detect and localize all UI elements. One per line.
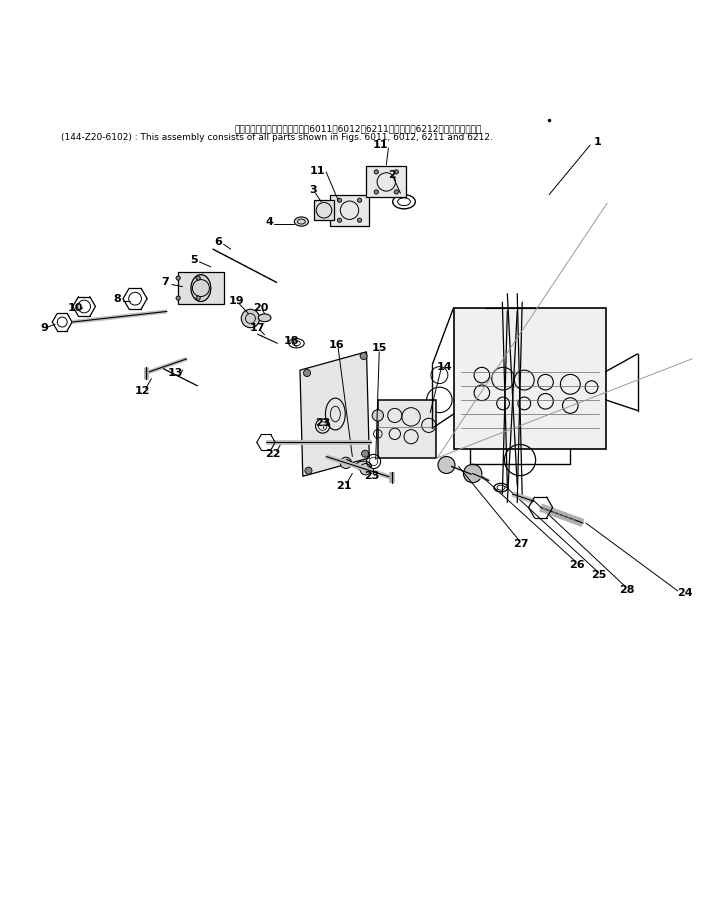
Text: 8: 8 <box>114 294 121 304</box>
Text: 25: 25 <box>591 571 606 581</box>
Text: 1: 1 <box>594 137 601 147</box>
Circle shape <box>304 370 311 376</box>
Text: 22: 22 <box>266 449 281 459</box>
Text: 7: 7 <box>162 278 170 288</box>
Text: 13: 13 <box>168 368 183 378</box>
Text: 12: 12 <box>135 386 150 396</box>
Text: 28: 28 <box>619 584 634 594</box>
Text: 15: 15 <box>372 343 387 353</box>
Circle shape <box>196 296 200 300</box>
Circle shape <box>357 198 362 203</box>
Text: 4: 4 <box>266 216 274 226</box>
Text: 23: 23 <box>315 418 330 428</box>
Ellipse shape <box>294 217 309 226</box>
Text: 9: 9 <box>41 322 49 332</box>
Circle shape <box>395 190 398 194</box>
Text: 20: 20 <box>253 303 268 313</box>
Text: 10: 10 <box>67 303 82 313</box>
Text: 18: 18 <box>284 336 299 346</box>
Circle shape <box>176 296 180 300</box>
Bar <box>314 200 334 220</box>
Text: 11: 11 <box>309 165 324 175</box>
Ellipse shape <box>191 275 211 301</box>
Text: 27: 27 <box>513 539 528 549</box>
FancyBboxPatch shape <box>178 272 223 304</box>
Text: 23: 23 <box>364 471 380 481</box>
Text: 5: 5 <box>190 255 198 265</box>
Text: 26: 26 <box>569 560 585 570</box>
Circle shape <box>340 457 352 468</box>
Polygon shape <box>300 352 369 477</box>
Text: 6: 6 <box>214 237 222 247</box>
Text: (144-Z20-6102) : This assembly consists of all parts shown in Figs. 6011, 6012, : (144-Z20-6102) : This assembly consists … <box>61 133 493 142</box>
Circle shape <box>176 276 180 280</box>
Text: 19: 19 <box>228 296 244 306</box>
Text: 16: 16 <box>329 341 344 351</box>
Text: 3: 3 <box>309 185 316 195</box>
FancyBboxPatch shape <box>378 400 436 458</box>
Circle shape <box>360 464 372 475</box>
Ellipse shape <box>356 461 372 470</box>
Circle shape <box>362 450 369 457</box>
Ellipse shape <box>258 314 271 321</box>
Circle shape <box>357 218 362 223</box>
Circle shape <box>372 410 384 421</box>
Circle shape <box>337 218 342 223</box>
Text: 21: 21 <box>336 481 352 491</box>
Circle shape <box>463 465 482 483</box>
Text: 2: 2 <box>388 170 396 180</box>
FancyBboxPatch shape <box>329 194 369 226</box>
Circle shape <box>241 310 260 328</box>
Text: このアセンブリの構成部品は囶6011，6012，6211図および囶6212図まで含みます．: このアセンブリの構成部品は囶6011，6012，6211図および囶6212図まで… <box>234 124 482 133</box>
Text: 11: 11 <box>373 140 388 150</box>
Circle shape <box>438 456 455 474</box>
Circle shape <box>374 190 379 194</box>
FancyBboxPatch shape <box>453 308 606 449</box>
Circle shape <box>337 198 342 203</box>
FancyBboxPatch shape <box>367 166 406 197</box>
Text: 14: 14 <box>437 362 452 373</box>
Text: 17: 17 <box>250 322 265 332</box>
Circle shape <box>395 170 398 174</box>
Text: 24: 24 <box>677 588 693 598</box>
Circle shape <box>374 170 379 174</box>
Circle shape <box>360 352 367 360</box>
Circle shape <box>196 276 200 280</box>
Circle shape <box>305 467 312 474</box>
